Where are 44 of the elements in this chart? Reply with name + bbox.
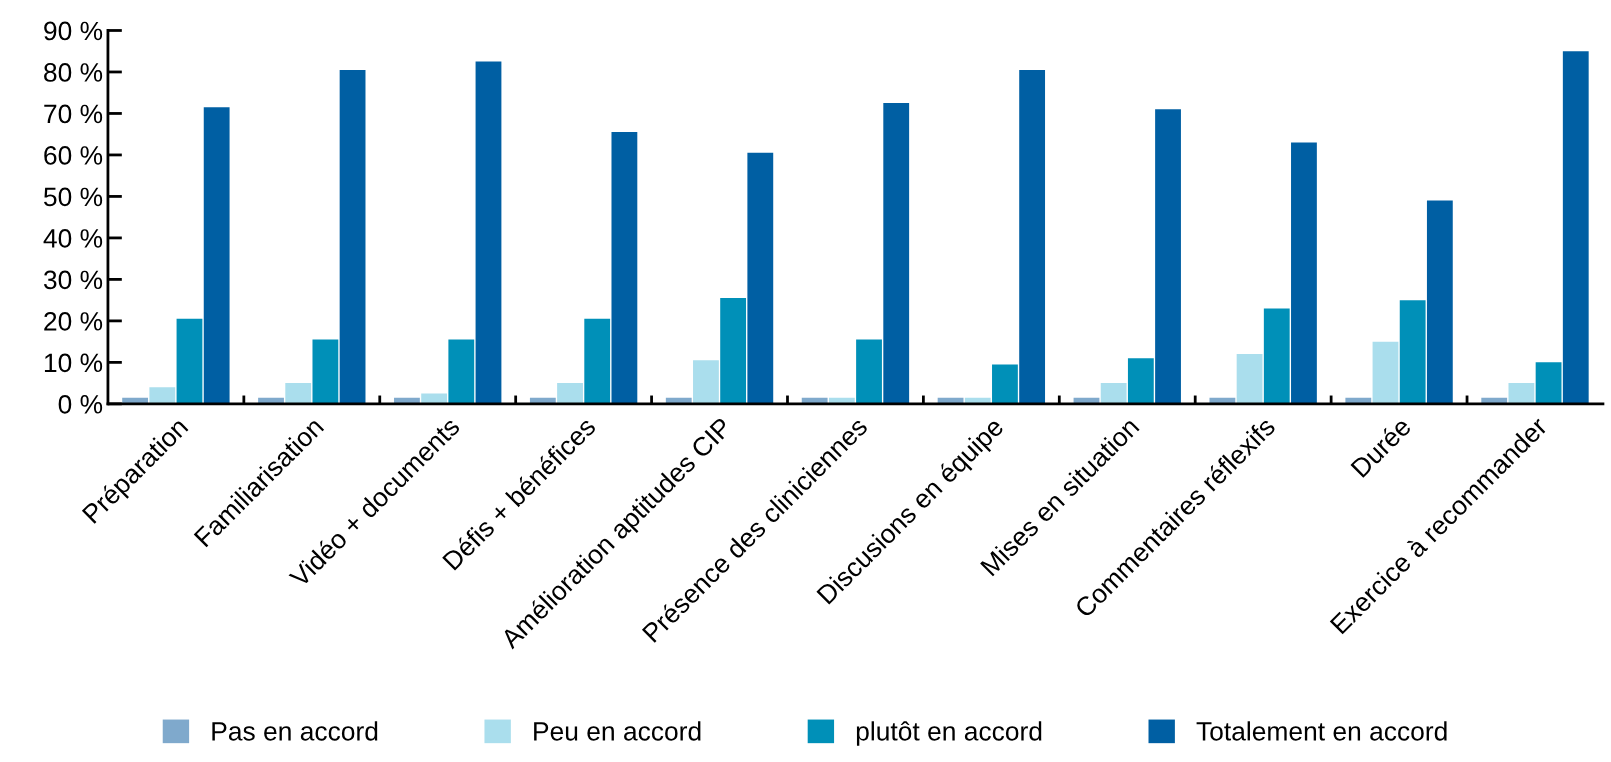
y-tick-label: 60 % bbox=[44, 146, 103, 165]
bar bbox=[339, 69, 366, 404]
bar bbox=[693, 360, 719, 404]
bar bbox=[312, 339, 339, 404]
legend-label: Peu en accord bbox=[534, 721, 701, 741]
y-tick-label: 90 % bbox=[44, 21, 103, 41]
y-tick-label: 30 % bbox=[43, 270, 103, 290]
bar bbox=[1100, 383, 1127, 404]
bar bbox=[1019, 69, 1046, 404]
bar bbox=[1236, 354, 1263, 404]
y-tick-label: 80 % bbox=[44, 63, 103, 82]
bar bbox=[1426, 200, 1453, 404]
bar bbox=[1372, 341, 1399, 404]
bar bbox=[1562, 51, 1589, 404]
bar bbox=[747, 152, 774, 404]
legend-label: Totalement en accord bbox=[1196, 721, 1447, 741]
bar bbox=[448, 339, 475, 404]
legend-label: plutôt en accord bbox=[856, 721, 1042, 746]
bar bbox=[883, 103, 910, 404]
bar bbox=[1291, 142, 1317, 404]
bar bbox=[992, 364, 1018, 404]
bar bbox=[584, 318, 611, 404]
bar bbox=[611, 132, 638, 404]
bar bbox=[1127, 358, 1154, 404]
y-tick-label: 70 % bbox=[44, 104, 103, 124]
y-tick-label: 20 % bbox=[44, 312, 103, 331]
bar bbox=[475, 61, 502, 404]
bar bbox=[176, 318, 203, 404]
bar bbox=[285, 383, 312, 404]
bar bbox=[1263, 308, 1290, 404]
legend-label: Pas en accord bbox=[212, 721, 378, 741]
y-tick-label: 50 % bbox=[43, 187, 103, 207]
bar bbox=[856, 339, 882, 404]
bar bbox=[720, 298, 747, 404]
y-tick-label: 0 % bbox=[58, 394, 103, 414]
bar bbox=[1399, 300, 1426, 404]
bar bbox=[1535, 362, 1562, 404]
bar bbox=[149, 387, 176, 404]
bar bbox=[1508, 383, 1535, 404]
y-tick-label: 40 % bbox=[43, 229, 103, 248]
y-tick-label: 10 % bbox=[44, 353, 103, 373]
bar bbox=[203, 107, 230, 404]
bar bbox=[557, 383, 583, 404]
bar bbox=[1155, 109, 1181, 404]
